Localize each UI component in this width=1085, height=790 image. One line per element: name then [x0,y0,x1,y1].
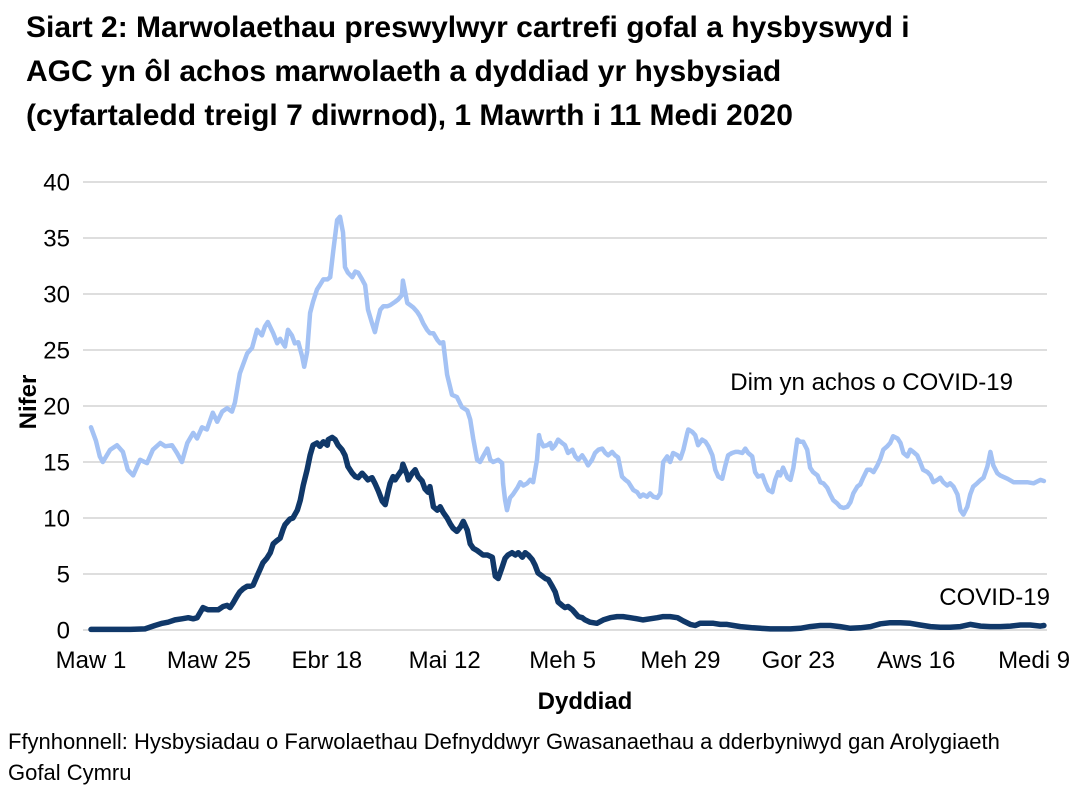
x-axis-tick-label: Mai 12 [409,647,481,674]
chart-title: Siart 2: Marwolaethau preswylwyr cartref… [26,6,910,138]
x-axis-tick-label: Gor 23 [762,647,835,674]
source-note: Ffynhonnell: Hysbysiadau o Farwolaethau … [8,729,1000,785]
y-axis-tick-label: 40 [43,170,70,197]
y-axis-tick-label: 35 [43,226,70,253]
x-axis-tick-labels-group: Maw 1 Maw 25 Ebr 18 Mai 12 Meh 5 Meh 29 Gor 23… [56,647,1070,674]
y-axis-tick-label: 5 [57,562,70,589]
y-axis-tick-label: 20 [43,394,70,421]
series-line-non-covid [88,214,1047,517]
x-axis-tick-label: Meh 29 [640,647,720,674]
gridlines-group [83,181,1047,631]
x-axis-tick-label: Ebr 18 [291,647,362,674]
x-axis-title: Dyddiad [538,688,633,715]
series-label-non-covid: Dim yn achos o COVID-19 [730,369,1013,396]
y-axis-tick-label: 15 [43,450,70,477]
chart-title-line-2: AGC yn ôl achos marwolaeth a dyddiad yr … [26,55,782,88]
series-labels-group: Dim yn achos o COVID-19 COVID-19 [730,369,1050,611]
x-axis-tick-label: Medi 9 [998,647,1070,674]
x-axis-tick-label: Maw 1 [56,647,127,674]
series-lines-group [88,214,1047,633]
chart-title-line-1: Siart 2: Marwolaethau preswylwyr cartref… [26,11,910,44]
x-axis-tick-label: Meh 5 [529,647,596,674]
y-axis-tick-labels-group: 0 5 10 15 20 25 30 35 40 [43,170,70,645]
y-axis-tick-label: 25 [43,338,70,365]
x-axis-tick-label: Maw 25 [167,647,251,674]
y-axis-title: Nifer [15,375,42,430]
x-axis-tick-label: Aws 16 [877,647,955,674]
series-line-covid [88,434,1047,633]
y-axis-tick-label: 0 [57,618,70,645]
y-axis-tick-label: 10 [43,506,70,533]
y-axis-tick-label: 30 [43,282,70,309]
series-label-covid: COVID-19 [939,584,1050,611]
chart-title-line-3: (cyfartaledd treigl 7 diwrnod), 1 Mawrth… [26,99,793,132]
